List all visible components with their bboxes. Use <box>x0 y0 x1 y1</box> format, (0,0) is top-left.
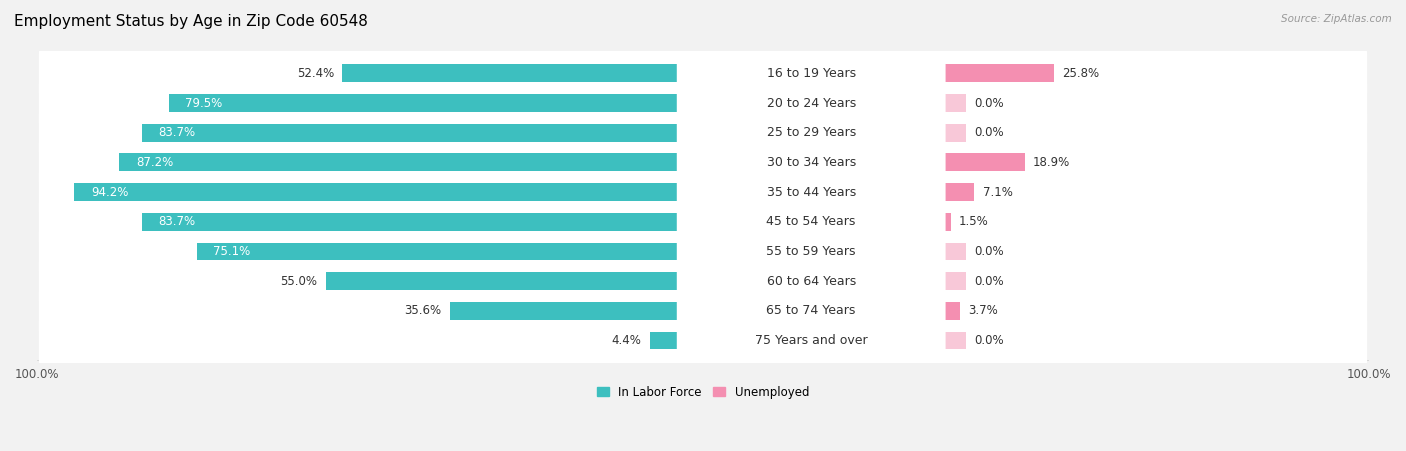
Text: 18.9%: 18.9% <box>1033 156 1070 169</box>
Bar <box>945 213 950 230</box>
FancyBboxPatch shape <box>39 74 1367 132</box>
Text: 87.2%: 87.2% <box>136 156 173 169</box>
Text: 20 to 24 Years: 20 to 24 Years <box>766 97 856 110</box>
Text: 55.0%: 55.0% <box>280 275 318 288</box>
FancyBboxPatch shape <box>39 253 1367 310</box>
Text: 35 to 44 Years: 35 to 44 Years <box>766 185 856 198</box>
Legend: In Labor Force, Unemployed: In Labor Force, Unemployed <box>592 381 814 404</box>
FancyBboxPatch shape <box>39 223 1367 280</box>
Bar <box>945 302 960 320</box>
Bar <box>120 153 678 171</box>
FancyBboxPatch shape <box>676 326 946 355</box>
Text: 0.0%: 0.0% <box>974 334 1004 347</box>
FancyBboxPatch shape <box>676 207 946 236</box>
Text: Source: ZipAtlas.com: Source: ZipAtlas.com <box>1281 14 1392 23</box>
FancyBboxPatch shape <box>676 178 946 206</box>
FancyBboxPatch shape <box>39 282 1367 339</box>
FancyBboxPatch shape <box>39 104 1367 161</box>
Text: 3.7%: 3.7% <box>969 304 998 318</box>
Bar <box>197 243 678 260</box>
Bar <box>945 64 1054 82</box>
Text: 0.0%: 0.0% <box>974 275 1004 288</box>
Bar <box>650 331 678 350</box>
Text: 4.4%: 4.4% <box>612 334 641 347</box>
Text: 16 to 19 Years: 16 to 19 Years <box>766 67 856 80</box>
Text: 75.1%: 75.1% <box>214 245 250 258</box>
Bar <box>945 183 974 201</box>
Bar <box>945 272 966 290</box>
Bar <box>945 94 966 112</box>
Text: 60 to 64 Years: 60 to 64 Years <box>766 275 856 288</box>
Text: 83.7%: 83.7% <box>159 126 195 139</box>
Text: 55 to 59 Years: 55 to 59 Years <box>766 245 856 258</box>
Text: 7.1%: 7.1% <box>983 185 1012 198</box>
Bar <box>326 272 678 290</box>
Text: 30 to 34 Years: 30 to 34 Years <box>766 156 856 169</box>
FancyBboxPatch shape <box>676 237 946 266</box>
Bar <box>945 124 966 142</box>
FancyBboxPatch shape <box>676 148 946 177</box>
FancyBboxPatch shape <box>676 267 946 295</box>
Text: 65 to 74 Years: 65 to 74 Years <box>766 304 856 318</box>
Text: 0.0%: 0.0% <box>974 245 1004 258</box>
FancyBboxPatch shape <box>39 312 1367 369</box>
Text: 25.8%: 25.8% <box>1062 67 1099 80</box>
FancyBboxPatch shape <box>676 119 946 147</box>
FancyBboxPatch shape <box>39 193 1367 250</box>
Text: 94.2%: 94.2% <box>91 185 128 198</box>
Text: 75 Years and over: 75 Years and over <box>755 334 868 347</box>
Text: 79.5%: 79.5% <box>186 97 222 110</box>
Bar <box>945 153 1025 171</box>
Bar <box>450 302 678 320</box>
FancyBboxPatch shape <box>39 45 1367 102</box>
Bar <box>75 183 678 201</box>
Bar <box>945 243 966 260</box>
FancyBboxPatch shape <box>676 89 946 117</box>
FancyBboxPatch shape <box>39 134 1367 191</box>
Text: 0.0%: 0.0% <box>974 126 1004 139</box>
Text: 25 to 29 Years: 25 to 29 Years <box>766 126 856 139</box>
Text: 83.7%: 83.7% <box>159 215 195 228</box>
Text: 35.6%: 35.6% <box>405 304 441 318</box>
Bar <box>945 331 966 350</box>
Text: Employment Status by Age in Zip Code 60548: Employment Status by Age in Zip Code 605… <box>14 14 368 28</box>
FancyBboxPatch shape <box>39 164 1367 221</box>
FancyBboxPatch shape <box>676 59 946 87</box>
FancyBboxPatch shape <box>676 297 946 325</box>
Bar <box>342 64 678 82</box>
Bar <box>142 213 678 230</box>
Bar <box>169 94 678 112</box>
Text: 52.4%: 52.4% <box>297 67 335 80</box>
Text: 0.0%: 0.0% <box>974 97 1004 110</box>
Bar <box>142 124 678 142</box>
Text: 1.5%: 1.5% <box>959 215 988 228</box>
Text: 45 to 54 Years: 45 to 54 Years <box>766 215 856 228</box>
